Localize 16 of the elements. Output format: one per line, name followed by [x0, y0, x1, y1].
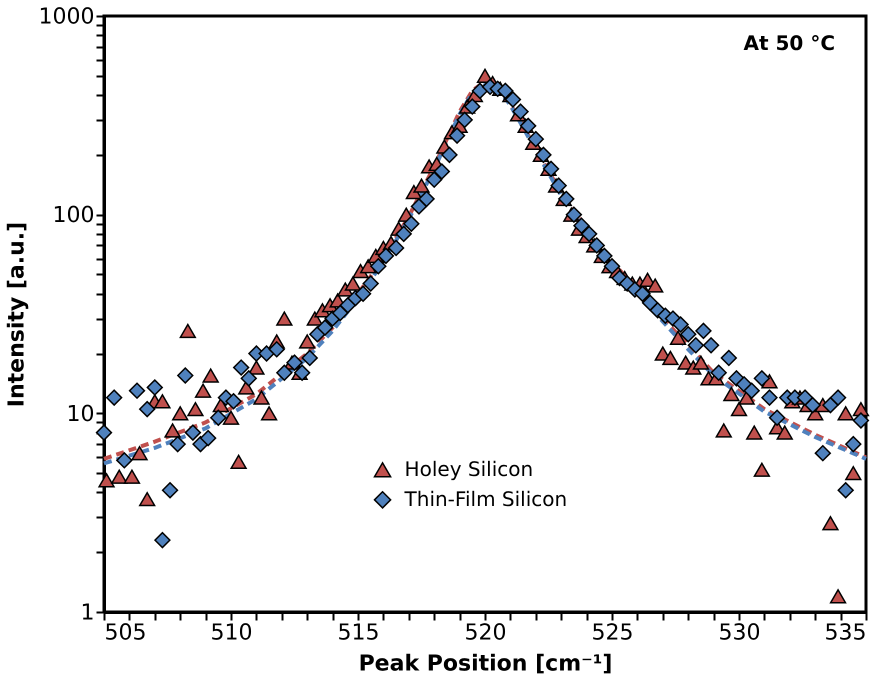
- legend-label: Thin-Film Silicon: [404, 486, 568, 511]
- y-tick-label: 1: [80, 600, 94, 626]
- x-tick-label: 510: [210, 620, 252, 646]
- x-tick-label: 530: [718, 620, 760, 646]
- legend-label: Holey Silicon: [404, 456, 534, 481]
- x-tick-label: 525: [592, 620, 634, 646]
- y-tick-label: 10: [66, 402, 94, 427]
- y-tick-label: 100: [52, 203, 94, 228]
- y-tick-label: 1000: [38, 4, 94, 30]
- x-axis-title: Peak Position [cm⁻¹]: [358, 652, 612, 676]
- x-tick-label: 520: [464, 620, 506, 646]
- annotation: At 50 °C: [744, 31, 835, 55]
- x-tick-label: 515: [338, 620, 380, 646]
- y-axis-title: Intensity [a.u.]: [4, 222, 30, 408]
- x-tick-label: 505: [104, 620, 146, 646]
- x-tick-label: 535: [824, 620, 866, 646]
